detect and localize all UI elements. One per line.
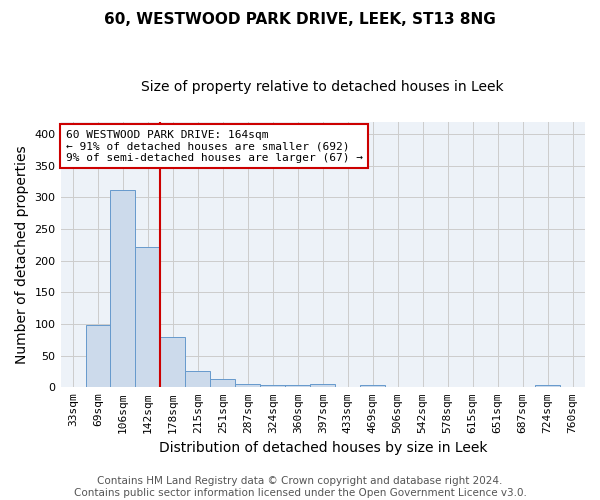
Text: 60, WESTWOOD PARK DRIVE, LEEK, ST13 8NG: 60, WESTWOOD PARK DRIVE, LEEK, ST13 8NG — [104, 12, 496, 28]
Bar — [235, 384, 260, 388]
Y-axis label: Number of detached properties: Number of detached properties — [15, 145, 29, 364]
Bar — [160, 336, 185, 388]
Bar — [136, 247, 160, 388]
Bar — [310, 384, 335, 388]
Bar — [110, 190, 136, 388]
Title: Size of property relative to detached houses in Leek: Size of property relative to detached ho… — [142, 80, 504, 94]
Bar — [86, 326, 110, 388]
Text: 60 WESTWOOD PARK DRIVE: 164sqm
← 91% of detached houses are smaller (692)
9% of : 60 WESTWOOD PARK DRIVE: 164sqm ← 91% of … — [66, 130, 363, 162]
Text: Contains HM Land Registry data © Crown copyright and database right 2024.
Contai: Contains HM Land Registry data © Crown c… — [74, 476, 526, 498]
Bar — [260, 386, 286, 388]
Bar — [286, 386, 310, 388]
Bar — [535, 386, 560, 388]
Bar — [185, 372, 211, 388]
Bar — [211, 379, 235, 388]
X-axis label: Distribution of detached houses by size in Leek: Distribution of detached houses by size … — [158, 441, 487, 455]
Bar — [360, 386, 385, 388]
